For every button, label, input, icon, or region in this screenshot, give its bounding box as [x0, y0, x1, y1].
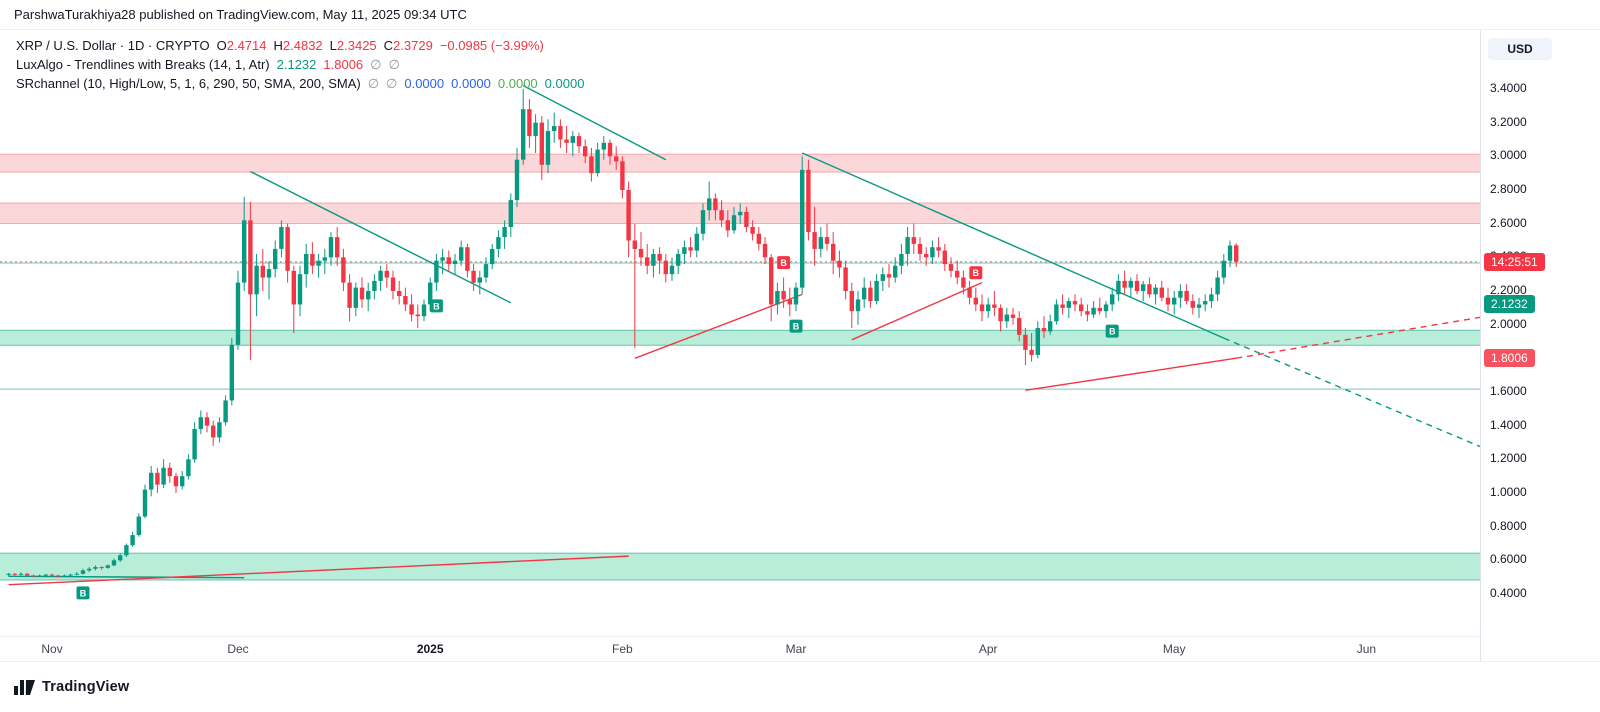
header-bar: ParshwaTurakhiya28 published on TradingV…: [0, 0, 1600, 30]
trendline[interactable]: [851, 281, 983, 341]
srchannel-value: 0.0000: [404, 76, 445, 91]
empty-value: ∅: [367, 75, 380, 91]
luxalgo-lower-value: 1.8006: [323, 57, 364, 72]
price-tick-label: 2.2000: [1490, 282, 1527, 297]
svg-text:B: B: [80, 588, 87, 598]
time-axis-label: Mar: [785, 642, 807, 656]
price-tick-label: 1.4000: [1490, 417, 1527, 432]
breakout-marker: B: [777, 256, 791, 270]
empty-value: ∅: [388, 56, 400, 72]
sr-zone-support: [0, 553, 1480, 581]
ohlc-value: 2.3425: [336, 38, 377, 53]
svg-text:B: B: [780, 258, 787, 268]
tradingview-wordmark[interactable]: TradingView: [42, 679, 130, 695]
symbol-title: XRP / U.S. Dollar · 1D · CRYPTO: [16, 38, 210, 53]
price-tick-label: 0.8000: [1490, 518, 1527, 533]
srchannel-value: 0.0000: [451, 76, 491, 91]
chart-legend: XRP / U.S. Dollar · 1D · CRYPTO O 2.4714 H…: [16, 36, 584, 93]
price-tick-label: 0.4000: [1490, 585, 1527, 600]
currency-usd-button[interactable]: USD: [1488, 38, 1552, 60]
breakout-marker: B: [969, 266, 983, 280]
empty-value: ∅: [370, 56, 382, 72]
breakout-marker: B: [789, 319, 803, 333]
trendline[interactable]: [1223, 337, 1480, 451]
time-axis-label: Dec: [227, 642, 249, 656]
svg-text:B: B: [1109, 327, 1116, 337]
countdown-badge: 14:25:51: [1484, 252, 1545, 271]
chart-canvas[interactable]: B B B B B B: [0, 30, 1480, 636]
candles: [6, 89, 1239, 578]
price-tick-label: 2.0000: [1490, 316, 1527, 331]
footer-bar: TradingView: [0, 661, 1600, 712]
indicator-srchannel-title: SRchannel (10, High/Low, 5, 1, 6, 290, 5…: [16, 76, 361, 91]
price-tick-label: 1.2000: [1490, 451, 1527, 466]
legend-symbol-row[interactable]: XRP / U.S. Dollar · 1D · CRYPTO O 2.4714 H…: [16, 36, 584, 55]
ohlc-value: 2.3729: [393, 38, 433, 53]
upper-trendline-badge: 2.1232: [1484, 294, 1535, 313]
time-axis-label: Apr: [978, 642, 998, 656]
time-axis-label: May: [1162, 642, 1186, 656]
trendline[interactable]: [634, 293, 803, 359]
time-axis-label: Nov: [41, 642, 63, 656]
ohlc-values: O 2.4714 H 2.4832 L 2.3425 C 2.3729 −0.0985 (−3.…: [217, 36, 544, 55]
ohlc-value: 2.4714: [226, 38, 267, 53]
price-tick-label: 1.0000: [1490, 484, 1527, 499]
sr-zone-resistance: [0, 154, 1480, 173]
tradingview-logo-icon[interactable]: [14, 679, 35, 695]
time-axis-label: Jun: [1356, 642, 1377, 656]
indicator-luxalgo-values: 2.1232 1.8006 ∅ ∅: [277, 55, 400, 74]
publisher-note: ParshwaTurakhiya28 published on TradingV…: [14, 7, 467, 22]
price-tick-label: 1.6000: [1490, 383, 1527, 398]
breakout-marker: B: [76, 586, 90, 600]
trendline[interactable]: [250, 170, 512, 304]
svg-text:B: B: [973, 268, 980, 278]
time-axis-label: 2025: [416, 642, 444, 656]
trendline[interactable]: [522, 85, 667, 161]
breakout-marker: B: [429, 299, 443, 313]
time-axis-label: Feb: [612, 642, 633, 656]
breakout-marker: B: [1105, 324, 1119, 338]
time-axis[interactable]: Nov Dec 2025 Feb Mar Apr May Jun: [0, 636, 1480, 662]
trendline[interactable]: [801, 152, 1225, 339]
price-tick-label: 3.4000: [1490, 81, 1527, 95]
price-tick-label: 2.6000: [1490, 215, 1527, 230]
price-axis[interactable]: USD 3.40003.20003.00002.80002.60002.4000…: [1480, 30, 1600, 661]
srchannel-value: 0.0000: [544, 76, 585, 91]
luxalgo-upper-value: 2.1232: [276, 57, 317, 72]
ohlc-value: 2.4832: [282, 38, 323, 53]
lower-trendline-badge: 1.8006: [1484, 349, 1535, 368]
ohlc-label: C: [383, 38, 394, 53]
trendline[interactable]: [8, 555, 629, 586]
sr-zone-support: [0, 330, 1480, 346]
svg-text:B: B: [433, 301, 440, 311]
indicator-srchannel-values: ∅ ∅ 0.0000 0.0000 0.0000 0.0000: [368, 74, 585, 93]
price-tick-label: 3.0000: [1490, 148, 1527, 163]
legend-indicator-srchannel-row[interactable]: SRchannel (10, High/Low, 5, 1, 6, 290, 5…: [16, 74, 584, 93]
price-tick-label: 3.2000: [1490, 114, 1527, 129]
trendline[interactable]: [1025, 357, 1237, 392]
trendline[interactable]: [8, 575, 245, 579]
indicator-luxalgo-title: LuxAlgo - Trendlines with Breaks (14, 1,…: [16, 57, 270, 72]
trendline[interactable]: [1236, 315, 1480, 359]
legend-indicator-luxalgo-row[interactable]: LuxAlgo - Trendlines with Breaks (14, 1,…: [16, 55, 584, 74]
ohlc-label: H: [273, 38, 283, 53]
ohlc-label: L: [329, 38, 337, 53]
ohlc-label: O: [216, 38, 227, 53]
srchannel-value: 0.0000: [497, 76, 538, 91]
price-tick-label: 2.8000: [1490, 181, 1527, 196]
change-value: −0.0985 (−3.99%): [439, 38, 544, 53]
svg-text:B: B: [793, 322, 800, 332]
empty-value: ∅: [386, 75, 398, 91]
price-tick-label: 0.6000: [1490, 552, 1527, 567]
